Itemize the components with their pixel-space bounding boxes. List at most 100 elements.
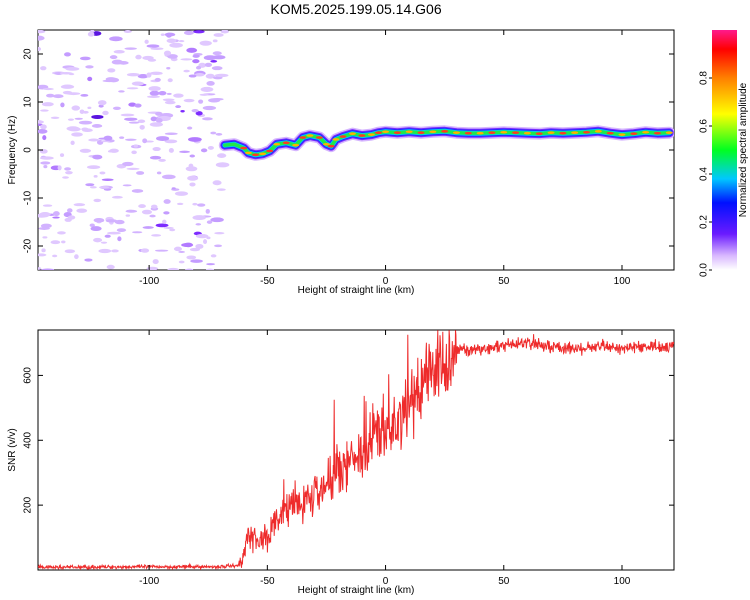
noise-blob <box>149 155 162 160</box>
noise-blob <box>178 250 186 253</box>
noise-blob <box>50 240 61 245</box>
ridge-peak <box>512 131 520 135</box>
snr-series-line <box>38 330 674 570</box>
noise-blob <box>200 148 208 153</box>
noise-blob <box>40 156 54 160</box>
noise-blob <box>52 94 64 99</box>
noise-blob <box>106 264 115 270</box>
noise-blob <box>141 209 153 215</box>
noise-blob <box>216 188 226 191</box>
noise-blob <box>85 65 94 69</box>
ridge-peak <box>500 130 508 134</box>
ridge-peak <box>292 143 300 147</box>
spectrogram-ytick-label: 20 <box>23 48 34 60</box>
noise-blob <box>100 241 108 244</box>
ridge-peak <box>259 152 267 156</box>
snr-ytick-label: 400 <box>23 431 34 448</box>
noise-blob <box>137 74 149 79</box>
noise-blob <box>155 223 169 228</box>
noise-blob <box>122 184 132 187</box>
noise-blob <box>210 131 217 135</box>
noise-blob <box>74 254 79 260</box>
noise-blob <box>168 147 174 153</box>
noise-blob <box>183 69 190 73</box>
noise-blob <box>40 66 47 71</box>
noise-blob <box>208 98 221 103</box>
noise-blob <box>162 219 167 224</box>
noise-blob <box>189 182 196 187</box>
snr-xtick-label: -100 <box>139 576 159 587</box>
chart-title: KOM5.2025.199.05.14.G06 <box>270 1 441 17</box>
noise-blob <box>206 263 216 266</box>
ridge-peak <box>382 130 390 134</box>
snr-xtick-label: 50 <box>498 576 510 587</box>
noise-blob <box>85 183 95 187</box>
colorbar-tick-label: 0.6 <box>699 119 710 133</box>
noise-blob <box>43 165 48 169</box>
noise-blob <box>41 248 46 253</box>
noise-blob <box>192 59 200 64</box>
noise-blob <box>205 208 210 214</box>
noise-blob <box>206 268 214 270</box>
noise-blob <box>199 40 212 46</box>
noise-blob <box>169 42 183 48</box>
noise-blob <box>131 189 144 193</box>
noise-blob <box>102 110 109 116</box>
ridge-peak <box>464 131 472 135</box>
noise-blob <box>203 239 208 245</box>
noise-blob <box>187 126 193 130</box>
noise-blob <box>107 231 121 235</box>
noise-blob <box>64 52 71 57</box>
noise-blob <box>189 247 201 252</box>
noise-blob <box>146 266 159 270</box>
noise-blob <box>183 30 194 36</box>
noise-blob <box>84 258 93 262</box>
noise-blob <box>65 170 73 175</box>
noise-blob <box>86 165 101 170</box>
noise-blob <box>180 110 185 113</box>
noise-blob <box>164 139 178 144</box>
noise-blob <box>42 135 47 141</box>
noise-blob <box>164 100 176 105</box>
noise-blob <box>212 55 226 60</box>
noise-blob <box>64 249 76 254</box>
noise-blob <box>38 120 44 124</box>
noise-blob <box>107 150 113 153</box>
noise-blob <box>79 148 92 153</box>
noise-blob <box>126 72 140 77</box>
noise-blob <box>140 248 150 253</box>
noise-blob <box>187 175 199 181</box>
noise-blob <box>214 73 229 78</box>
noise-blob <box>93 237 103 243</box>
spectrogram-ytick-label: -10 <box>23 190 34 205</box>
noise-blob <box>217 153 227 158</box>
noise-blob <box>158 90 167 96</box>
ridge-peak <box>476 131 484 135</box>
noise-blob <box>101 178 114 182</box>
noise-blob <box>40 124 47 130</box>
noise-blob <box>160 33 165 37</box>
noise-blob <box>156 171 162 175</box>
noise-blob <box>149 90 160 96</box>
snr-ticks: -100 -50 0 50 100 200 400 600 <box>23 330 674 587</box>
noise-blob <box>185 166 198 172</box>
noise-blob <box>124 138 137 141</box>
noise-blob <box>173 246 182 252</box>
noise-blob <box>142 226 154 229</box>
noise-blob <box>80 93 89 97</box>
noise-blob <box>188 74 197 78</box>
ridge-peak <box>266 149 274 153</box>
noise-blob <box>38 129 48 134</box>
noise-blob <box>87 76 93 82</box>
noise-blob <box>178 40 185 43</box>
spectrogram-xtick-label: -50 <box>260 276 275 287</box>
snr-ytick-label: 600 <box>23 367 34 384</box>
noise-blob <box>40 161 51 165</box>
ridge-peak <box>630 132 638 135</box>
noise-blob <box>57 231 66 235</box>
spectrogram-ytick-label: 0 <box>23 147 34 153</box>
noise-blob <box>114 219 125 225</box>
noise-blob <box>142 138 148 144</box>
noise-blob <box>192 215 207 221</box>
noise-blob <box>152 147 161 152</box>
